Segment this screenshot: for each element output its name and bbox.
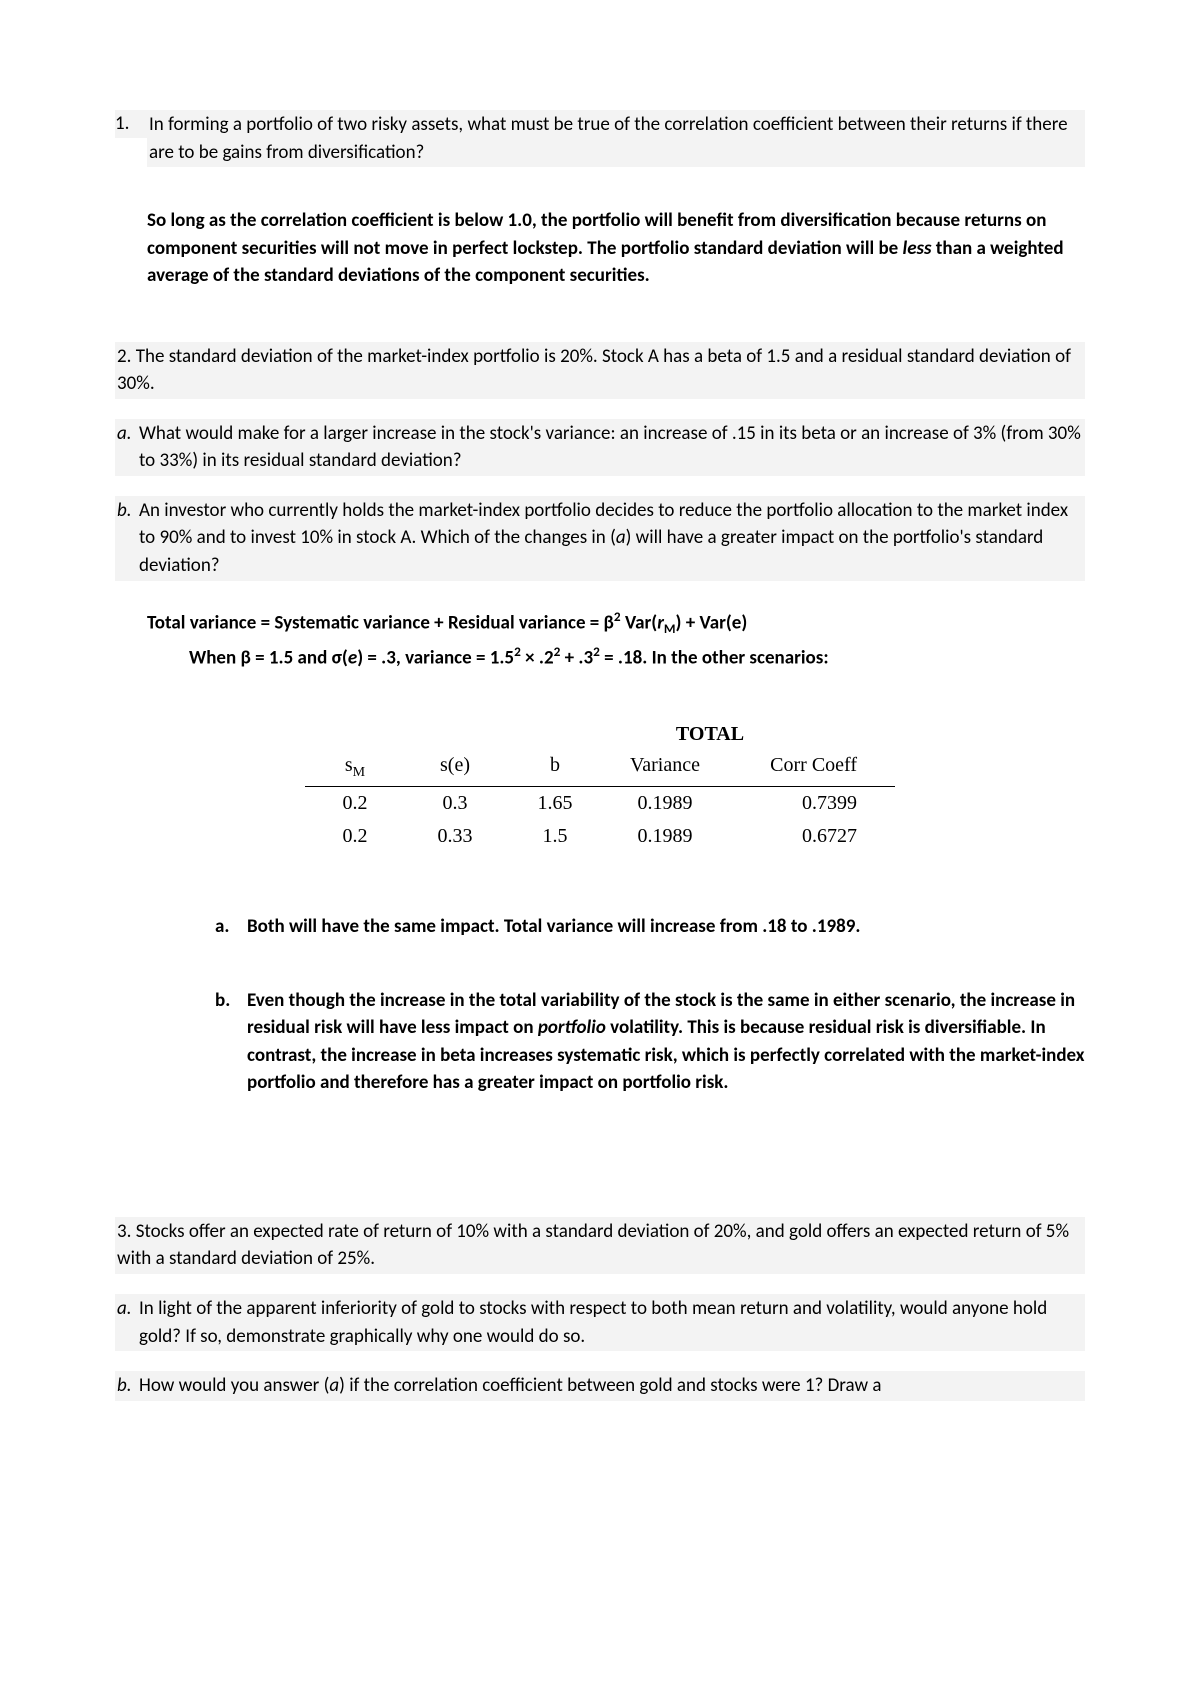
- q2-b-label: b.: [117, 497, 139, 525]
- q3-b-t2: ) if the correlation coefficient between…: [339, 1374, 881, 1397]
- th-sm: sM: [305, 751, 405, 783]
- ans-b-label: b.: [215, 987, 247, 1015]
- table-header-row: sM s(e) b Variance Corr Coeff: [305, 751, 895, 787]
- f1-pre: Total variance = Systematic variance + R…: [147, 611, 614, 634]
- f2-p: + .3: [560, 646, 593, 669]
- q3-header: 3. Stocks offer an expected rate of retu…: [115, 1217, 1085, 1274]
- td-sm: 0.2: [305, 789, 405, 818]
- td-se: 0.3: [405, 789, 505, 818]
- table-title: TOTAL: [525, 720, 895, 749]
- q3-b-body: How would you answer (a) if the correlat…: [139, 1372, 1083, 1400]
- ans-a-label: a.: [215, 913, 247, 941]
- q3-sub-a: a. In light of the apparent inferiority …: [115, 1294, 1085, 1351]
- q3-sub-b: b. How would you answer (a) if the corre…: [115, 1371, 1085, 1401]
- q2-formula: Total variance = Systematic variance + R…: [147, 607, 1085, 672]
- q1-number: 1.: [115, 110, 147, 138]
- th-se: s(e): [405, 751, 505, 783]
- f1-r: r: [657, 611, 664, 634]
- td-var: 0.1989: [605, 822, 725, 851]
- td-se: 0.33: [405, 822, 505, 851]
- q3-a-text: In light of the apparent inferiority of …: [139, 1295, 1083, 1350]
- th-b: b: [505, 751, 605, 783]
- q2-b-a: a: [616, 526, 626, 549]
- th-cc: Corr Coeff: [725, 751, 865, 783]
- q2-header: 2. The standard deviation of the market-…: [115, 342, 1085, 399]
- q1-answer-italic: less: [903, 237, 932, 260]
- f2-mid: ) = .3, variance = 1.5: [357, 646, 514, 669]
- f2-pre: When β = 1.5 and σ(: [189, 646, 348, 669]
- q2-b-body: An investor who currently holds the mark…: [139, 497, 1083, 580]
- th-sm-s: s: [345, 754, 353, 776]
- q3-b-label: b.: [117, 1372, 139, 1400]
- f1-sup: 2: [614, 608, 621, 625]
- ans-b-italic: portfolio: [538, 1016, 606, 1039]
- table-row: 0.2 0.3 1.65 0.1989 0.7399: [305, 787, 895, 820]
- f2-x: × .2: [521, 646, 554, 669]
- ans-a-text: Both will have the same impact. Total va…: [247, 913, 1085, 941]
- q3-b-t1: How would you answer (: [139, 1374, 329, 1397]
- q1-text: In forming a portfolio of two risky asse…: [147, 110, 1085, 167]
- q2-sub-b: b. An investor who currently holds the m…: [115, 496, 1085, 581]
- variance-table: TOTAL sM s(e) b Variance Corr Coeff 0.2 …: [305, 720, 895, 853]
- td-cc: 0.7399: [725, 789, 865, 818]
- td-b: 1.5: [505, 822, 605, 851]
- question-1: 1. In forming a portfolio of two risky a…: [115, 110, 1085, 290]
- formula-line2: When β = 1.5 and σ(e) = .3, variance = 1…: [189, 642, 1085, 672]
- q2-answers: a. Both will have the same impact. Total…: [215, 913, 1085, 1097]
- f2-s3: 2: [593, 643, 600, 660]
- q2-a-text: What would make for a larger increase in…: [139, 420, 1083, 475]
- q2-ans-b: b. Even though the increase in the total…: [215, 987, 1085, 1097]
- q3-a-label: a.: [117, 1295, 139, 1323]
- q1-row: 1. In forming a portfolio of two risky a…: [115, 110, 1085, 167]
- ans-b-body: Even though the increase in the total va…: [247, 987, 1085, 1097]
- f2-s1: 2: [514, 643, 521, 660]
- q2-ans-a: a. Both will have the same impact. Total…: [215, 913, 1085, 941]
- f1-mid: Var(: [621, 611, 658, 634]
- table-row: 0.2 0.33 1.5 0.1989 0.6727: [305, 820, 895, 853]
- f1-sub: M: [664, 620, 676, 637]
- f2-e: e: [348, 646, 357, 669]
- f2-eq: = .18. In the other scenarios:: [600, 646, 829, 669]
- q1-answer: So long as the correlation coefficient i…: [147, 207, 1085, 290]
- f1-post: ) + Var(e): [676, 611, 748, 634]
- q2-sub-a: a. What would make for a larger increase…: [115, 419, 1085, 476]
- th-sm-sub: M: [353, 765, 365, 780]
- td-b: 1.65: [505, 789, 605, 818]
- th-var: Variance: [605, 751, 725, 783]
- formula-line1: Total variance = Systematic variance + R…: [147, 607, 1085, 638]
- td-var: 0.1989: [605, 789, 725, 818]
- td-sm: 0.2: [305, 822, 405, 851]
- q2-a-label: a.: [117, 420, 139, 448]
- question-3: 3. Stocks offer an expected rate of retu…: [115, 1217, 1085, 1401]
- q3-b-a: a: [329, 1374, 339, 1397]
- td-cc: 0.6727: [725, 822, 865, 851]
